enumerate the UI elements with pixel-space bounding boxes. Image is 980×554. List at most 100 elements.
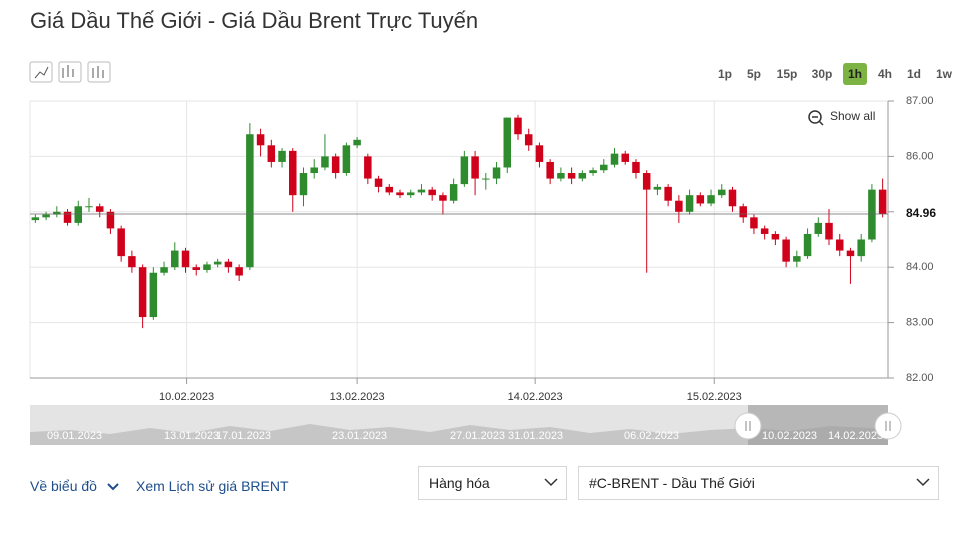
candle-body [814, 222, 823, 234]
interval-button[interactable]: 4h [878, 67, 892, 81]
candle-body [439, 195, 447, 201]
candle-body [128, 256, 136, 268]
select-symbol[interactable]: #C-BRENT - Dầu Thế Giới [578, 466, 939, 500]
candle-body [364, 156, 372, 179]
navigator-label: 10.02.2023 [762, 430, 817, 442]
candle-body [535, 145, 544, 162]
candle-body [406, 192, 415, 196]
y-tick-label: 86.00 [906, 150, 934, 162]
interval-button[interactable]: 30p [812, 67, 833, 81]
back-link[interactable]: Về biểu đồ [30, 478, 119, 494]
candle-body [707, 195, 715, 204]
candle-body [374, 178, 383, 187]
candle-body [567, 173, 576, 179]
tool-buttons [29, 61, 111, 83]
candle-body [417, 189, 426, 193]
candle-body [149, 272, 158, 318]
tool-button[interactable] [29, 61, 53, 83]
candle-body [846, 250, 855, 257]
plot-border [29, 100, 889, 379]
candle-body [138, 267, 147, 318]
y-tick-label: 83.00 [906, 317, 934, 329]
candle-body [482, 178, 490, 180]
select-category[interactable]: Hàng hóa [418, 466, 567, 500]
history-link[interactable]: Xem Lịch sử giá BRENT [136, 478, 289, 494]
tool-button[interactable] [87, 61, 111, 83]
navigator-label: 23.01.2023 [332, 430, 387, 442]
candle-body [557, 173, 565, 179]
candle-body [868, 189, 876, 240]
last-price-label: 84.96 [906, 206, 936, 220]
navigator-label: 27.01.2023 [450, 430, 505, 442]
nav-handle[interactable] [874, 412, 902, 440]
y-tick-label: 84.00 [906, 261, 934, 273]
candle-body [396, 192, 404, 196]
candle-body [825, 222, 833, 240]
candle-body [74, 206, 83, 223]
candle-body [85, 206, 93, 208]
candle-body [342, 145, 351, 174]
navigator-label: 13.01.2023 [164, 430, 219, 442]
navigator-label: 09.01.2023 [47, 430, 102, 442]
candle-body [750, 217, 758, 229]
chart: Show all 1p 5p 15p 30p 1h 4h 1d 1w 82.00 83.00 84.… [29, 61, 953, 445]
interval-button[interactable]: 1d [907, 67, 921, 81]
candle-body [428, 189, 436, 196]
candle-body [600, 164, 608, 171]
candle-body [106, 211, 115, 229]
interval-button[interactable]: 1h [848, 67, 862, 81]
candle-body [578, 173, 587, 179]
candle-body [213, 261, 222, 265]
candle-body [621, 153, 629, 162]
candle-body [31, 217, 40, 221]
candle-body [835, 239, 844, 251]
candle-body [117, 228, 125, 257]
navigator [30, 405, 902, 445]
candle-body [181, 250, 190, 268]
candle-body [685, 195, 694, 212]
candle-body [492, 167, 501, 179]
x-tick-label: 13.02.2023 [330, 391, 385, 403]
candle-body [224, 261, 233, 268]
candle-body [321, 156, 329, 168]
candle-body [449, 184, 458, 201]
nav-handle[interactable] [734, 412, 762, 440]
candle-body [878, 189, 887, 215]
candle-body [278, 150, 286, 162]
candle-body [353, 139, 361, 146]
candle-body [331, 156, 340, 174]
candle-body [289, 150, 297, 196]
candle-body [632, 161, 640, 174]
select-symbol-text[interactable]: #C-BRENT - Dầu Thế Giới [589, 475, 755, 491]
candle-body [653, 186, 662, 190]
candle-body [514, 117, 522, 135]
candle-body [546, 161, 554, 179]
interval-button[interactable]: 1w [936, 67, 953, 81]
interval-button[interactable]: 5p [747, 67, 761, 81]
candle-body [192, 267, 200, 270]
interval-button[interactable]: 1p [718, 67, 732, 81]
title: Giá Dầu Thế Giới - Giá Dầu Brent Trực Tu… [30, 8, 479, 33]
candle-body [203, 264, 211, 270]
x-tick-label: 10.02.2023 [159, 391, 214, 403]
candle-body [95, 206, 104, 212]
candle-body [589, 170, 597, 174]
candle-body [471, 156, 479, 179]
back-text[interactable]: Về biểu đồ [30, 478, 97, 494]
candle-body [664, 186, 672, 201]
interval-button[interactable]: 15p [777, 67, 798, 81]
select-category-text[interactable]: Hàng hóa [429, 475, 490, 491]
interval-active-bg [843, 63, 867, 85]
candle-body [310, 167, 318, 174]
x-tick-label: 15.02.2023 [687, 391, 742, 403]
candle-body [235, 267, 243, 276]
candle-body [610, 153, 619, 165]
show-all-label[interactable]: Show all [830, 109, 875, 123]
candle-body [171, 250, 179, 268]
tool-button[interactable] [58, 61, 82, 83]
candle-body [53, 211, 61, 215]
candle-body [857, 239, 865, 257]
show-all[interactable]: Show all [808, 109, 875, 126]
candle-body [739, 206, 747, 218]
